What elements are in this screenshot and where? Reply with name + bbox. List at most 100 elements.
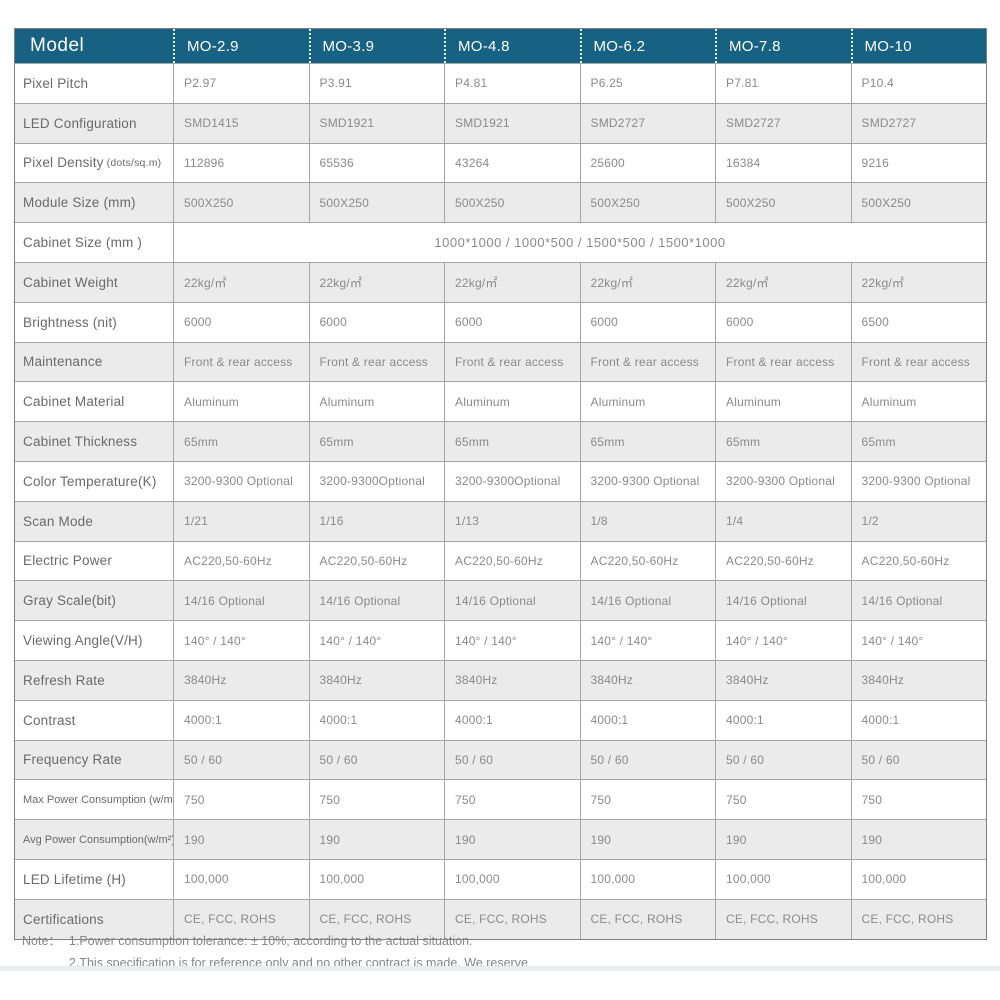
row-label-text: Cabinet Material — [23, 394, 125, 410]
row-label-text: Avg Power Consumption(w/m²) — [23, 833, 173, 846]
bottom-divider — [0, 966, 1000, 971]
value-cell: 190 — [715, 820, 851, 859]
table-row: Refresh Rate 3840Hz 3840Hz 3840Hz 3840Hz 3840… — [15, 659, 986, 700]
value-cell: 43264 — [444, 143, 580, 183]
row-label: Gray Scale(bit) — [15, 581, 173, 620]
value-cell: P2.97 — [173, 64, 309, 103]
value-cell: 22kg/㎡ — [715, 262, 851, 302]
table-header-row: Model MO-2.9 MO-3.9 MO-4.8 MO-6.2 MO-7.8… — [15, 29, 986, 63]
note-prefix: Note： — [22, 934, 61, 948]
value-cell: P6.25 — [579, 64, 716, 103]
header-col-mo-10: MO-10 — [850, 29, 987, 63]
header-col-mo-4-8: MO-4.8 — [444, 29, 580, 63]
row-label: Scan Mode — [15, 502, 173, 541]
row-label-text: Color Temperature(K) — [23, 473, 157, 489]
value-cell: Front & rear access — [173, 342, 309, 382]
value-cell: 9216 — [850, 143, 987, 183]
value-cell: 140° / 140° — [308, 621, 445, 660]
value-cell: 500X250 — [444, 183, 580, 223]
row-label: Cabinet Size (mm ) — [15, 223, 173, 262]
value-cell: 65mm — [715, 422, 851, 461]
value-cell: 3840Hz — [579, 660, 716, 700]
value-cell: 3200-9300 Optional — [715, 461, 851, 501]
row-label: LED Lifetime (H) — [15, 860, 173, 899]
value-cell: AC220,50-60Hz — [579, 541, 716, 581]
row-label-text: Cabinet Thickness — [23, 434, 138, 450]
value-cell: 500X250 — [579, 183, 716, 223]
value-cell: AC220,50-60Hz — [308, 541, 445, 581]
row-label: Refresh Rate — [15, 661, 173, 700]
value-cell: 140° / 140° — [715, 621, 851, 660]
value-cell: 1/21 — [173, 501, 309, 541]
value-cell: Aluminum — [444, 382, 580, 422]
value-cell: 14/16 Optional — [308, 581, 445, 621]
value-cell: 50 / 60 — [715, 740, 851, 780]
value-cell: P10.4 — [850, 64, 987, 103]
row-label-text: Pixel Density — [23, 155, 104, 171]
value-cell: 100,000 — [579, 859, 716, 899]
value-cell: 190 — [308, 820, 445, 859]
spec-table: Model MO-2.9 MO-3.9 MO-4.8 MO-6.2 MO-7.8… — [14, 28, 987, 940]
value-cell: 14/16 Optional — [715, 581, 851, 621]
table-row: Cabinet Weight 22kg/㎡ 22kg/㎡ 22kg/㎡ 22kg/㎡ 22… — [15, 261, 986, 302]
value-cell: 140° / 140° — [579, 621, 716, 660]
value-cell: 16384 — [715, 143, 851, 183]
value-cell: 750 — [715, 780, 851, 820]
value-cell: P7.81 — [715, 64, 851, 103]
value-cell: 22kg/㎡ — [173, 262, 309, 302]
value-cell: 14/16 Optional — [850, 581, 987, 621]
value-cell: CE, FCC, ROHS — [850, 899, 987, 939]
value-cell: 4000:1 — [715, 700, 851, 740]
table-row: Frequency Rate 50 / 60 50 / 60 50 / 60 50 / … — [15, 739, 987, 780]
value-cell: Aluminum — [579, 382, 716, 422]
value-cell: 100,000 — [308, 859, 445, 899]
value-cell: AC220,50-60Hz — [444, 541, 580, 581]
value-cell: SMD2727 — [715, 103, 851, 143]
value-cell: 1/13 — [444, 501, 580, 541]
value-cell: SMD2727 — [579, 103, 716, 143]
value-cell: 65mm — [308, 422, 445, 461]
value-cell: 6000 — [444, 302, 580, 342]
value-cell: 750 — [308, 780, 445, 820]
row-label-text: Cabinet Size (mm ) — [23, 235, 143, 251]
table-row: Brightness (nit) 6000 6000 6000 6000 6000 6500 — [15, 301, 987, 342]
header-col-mo-6-2: MO-6.2 — [579, 29, 716, 63]
value-cell: 1/16 — [308, 501, 445, 541]
value-cell: 6500 — [850, 302, 987, 342]
row-label: LED Configuration — [15, 104, 173, 143]
row-label-text: LED Configuration — [23, 115, 137, 131]
value-cell: 3200-9300Optional — [308, 461, 445, 501]
value-cell: SMD2727 — [850, 103, 987, 143]
table-row: Pixel Pitch P2.97 P3.91 P4.81 P6.25 P7.81 P10.… — [15, 63, 986, 103]
value-cell: 65mm — [173, 422, 309, 461]
value-cell: CE, FCC, ROHS — [173, 899, 309, 939]
value-cell: 140° / 140° — [850, 621, 987, 660]
value-cell: 100,000 — [715, 859, 851, 899]
value-cell: 100,000 — [444, 859, 580, 899]
row-label-text: Frequency Rate — [23, 752, 122, 768]
table-row: Cabinet Size (mm ) 1000*1000 / 1000*500 /… — [15, 222, 986, 262]
value-cell: 22kg/㎡ — [308, 262, 445, 302]
row-label-text: LED Lifetime (H) — [23, 871, 126, 887]
table-row: Viewing Angle(V/H) 140° / 140° 140° / 140°… — [15, 620, 986, 660]
value-cell: P4.81 — [444, 64, 580, 103]
value-cell: 50 / 60 — [850, 740, 987, 780]
value-cell: 6000 — [173, 302, 309, 342]
value-cell: 750 — [444, 780, 580, 820]
value-cell: 25600 — [579, 143, 716, 183]
table-row: Gray Scale(bit) 14/16 Optional 14/16 Optio… — [15, 580, 987, 621]
row-label: Module Size (mm) — [15, 183, 173, 222]
value-cell: 750 — [850, 780, 987, 820]
value-cell: 750 — [579, 780, 716, 820]
value-cell: 3840Hz — [173, 660, 309, 700]
row-label-text: Brightness (nit) — [23, 314, 117, 330]
row-label: Cabinet Weight — [15, 263, 173, 302]
value-cell: 50 / 60 — [308, 740, 445, 780]
value-cell: 190 — [850, 820, 987, 859]
value-cell: 3840Hz — [444, 660, 580, 700]
value-cell: SMD1415 — [173, 103, 309, 143]
value-cell: 65mm — [444, 422, 580, 461]
value-cell: 100,000 — [850, 859, 987, 899]
value-cell: 65mm — [850, 422, 987, 461]
row-label-text: Cabinet Weight — [23, 274, 118, 290]
